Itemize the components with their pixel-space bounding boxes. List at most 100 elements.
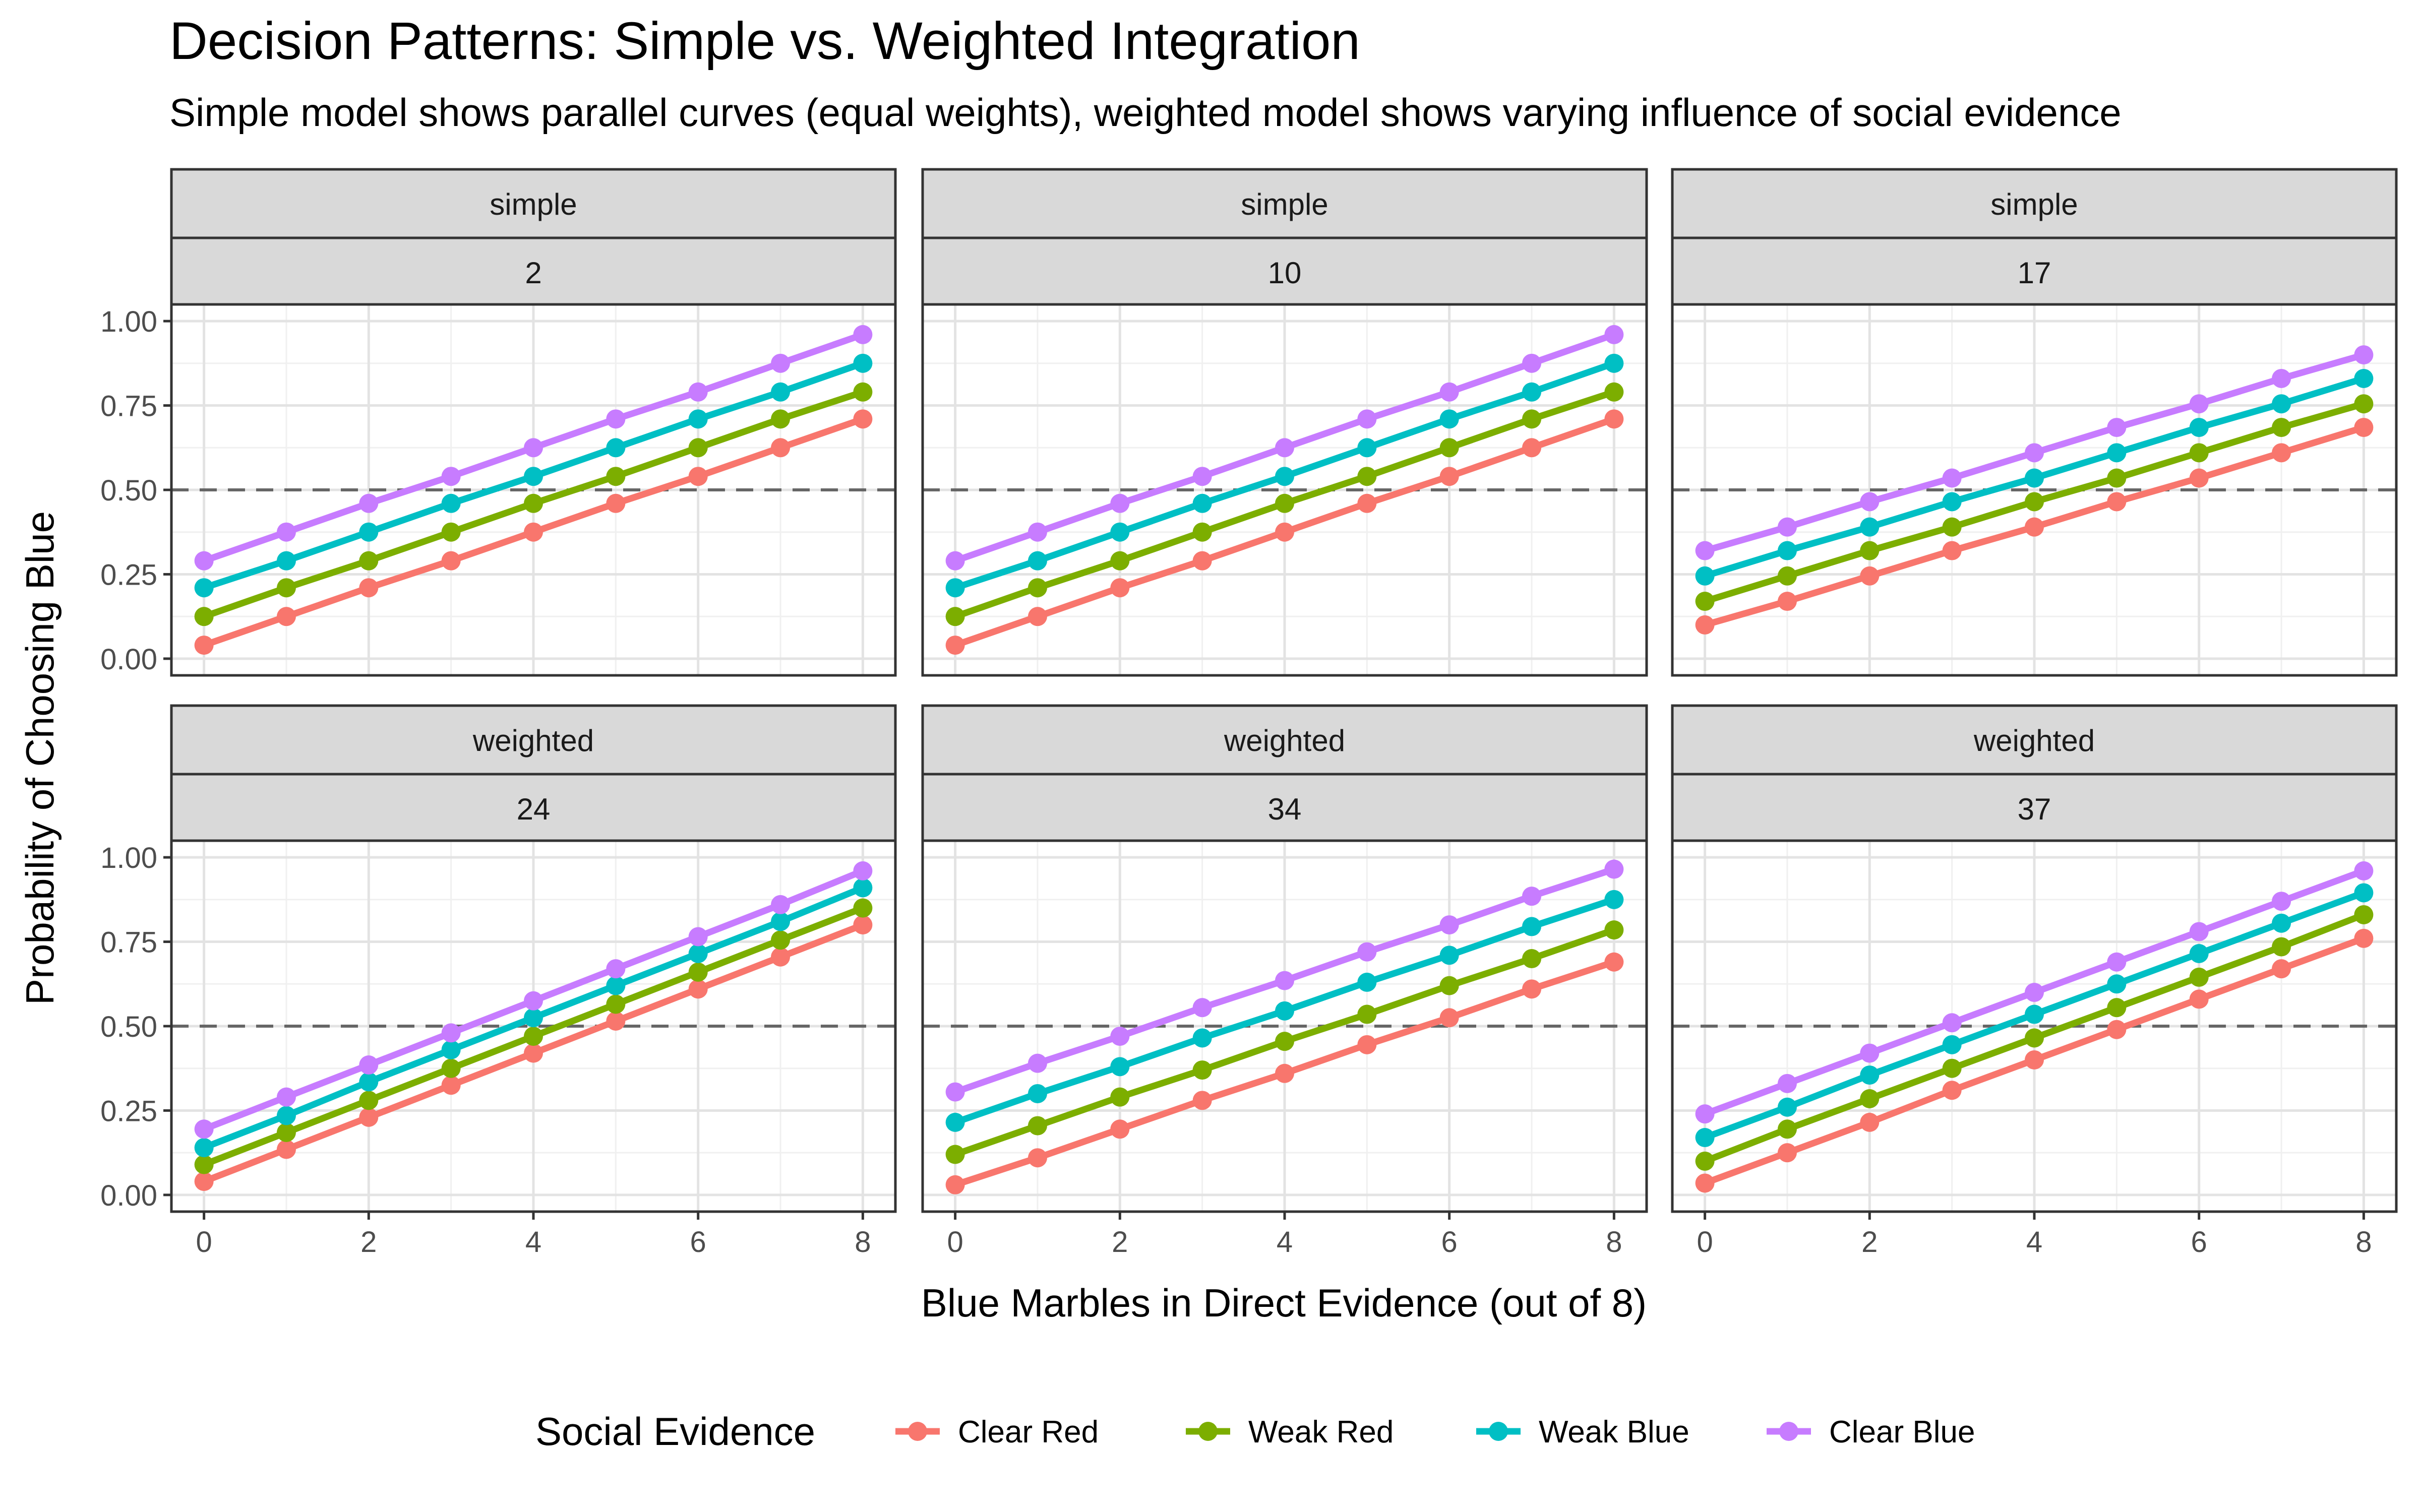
data-point-weak-blue bbox=[2107, 443, 2127, 463]
data-point-weak-red bbox=[194, 1155, 214, 1174]
data-point-weak-blue bbox=[771, 912, 791, 931]
data-point-weak-red bbox=[359, 551, 379, 571]
facet-strip-participant bbox=[921, 236, 1648, 308]
data-point-clear-red bbox=[1695, 1173, 1715, 1193]
x-tick-label: 6 bbox=[690, 1226, 706, 1258]
data-point-weak-blue bbox=[194, 1138, 214, 1158]
data-point-clear-red bbox=[1942, 1081, 1962, 1100]
data-point-clear-blue bbox=[1110, 1027, 1130, 1046]
facet-strip-participant bbox=[170, 236, 897, 308]
data-point-weak-blue bbox=[853, 878, 873, 898]
data-point-weak-red bbox=[1522, 409, 1542, 429]
y-tick-label: 0.75 bbox=[100, 926, 157, 959]
data-point-weak-red bbox=[945, 607, 965, 626]
data-point-weak-red bbox=[853, 382, 873, 402]
facet-strip-participant-label: 2 bbox=[525, 256, 541, 290]
data-point-clear-red bbox=[276, 1140, 296, 1159]
data-point-weak-red bbox=[1695, 1151, 1715, 1171]
data-point-clear-red bbox=[1192, 1091, 1212, 1110]
data-point-weak-red bbox=[2354, 394, 2374, 414]
data-point-clear-blue bbox=[1942, 468, 1962, 488]
data-point-clear-red bbox=[524, 522, 543, 542]
data-point-weak-blue bbox=[1110, 1057, 1130, 1077]
data-point-weak-red bbox=[1357, 467, 1377, 486]
data-point-clear-red bbox=[2272, 959, 2291, 979]
legend-label-weak-red: Weak Red bbox=[1248, 1415, 1394, 1450]
data-point-clear-blue bbox=[1604, 859, 1624, 879]
x-tick-label: 4 bbox=[2026, 1226, 2042, 1258]
data-point-clear-red bbox=[2025, 1050, 2044, 1069]
data-point-weak-blue bbox=[1439, 946, 1459, 965]
data-point-clear-blue bbox=[276, 1087, 296, 1107]
data-point-clear-blue bbox=[2272, 892, 2291, 911]
data-point-clear-red bbox=[1522, 979, 1542, 999]
data-point-weak-blue bbox=[1860, 517, 1880, 537]
data-point-weak-red bbox=[1027, 1116, 1047, 1136]
facet-strip-model bbox=[921, 704, 1648, 776]
data-point-clear-red bbox=[945, 636, 965, 655]
data-point-clear-blue bbox=[1027, 1053, 1047, 1073]
data-point-weak-blue bbox=[1522, 382, 1542, 402]
legend-label-clear-red: Clear Red bbox=[958, 1415, 1099, 1450]
chart-subtitle: Simple model shows parallel curves (equa… bbox=[169, 90, 2122, 135]
data-point-weak-blue bbox=[853, 353, 873, 373]
data-point-weak-red bbox=[2189, 443, 2209, 463]
data-point-clear-blue bbox=[688, 382, 708, 402]
data-point-clear-blue bbox=[2272, 368, 2291, 388]
data-point-clear-blue bbox=[441, 1023, 461, 1043]
data-point-clear-red bbox=[441, 1076, 461, 1095]
data-point-clear-blue bbox=[1777, 1074, 1797, 1093]
data-point-clear-blue bbox=[688, 927, 708, 947]
data-point-weak-red bbox=[2189, 967, 2209, 987]
data-point-weak-blue bbox=[1604, 890, 1624, 909]
data-point-weak-red bbox=[1275, 1032, 1294, 1051]
data-point-clear-blue bbox=[2354, 345, 2374, 365]
data-point-weak-red bbox=[1027, 578, 1047, 598]
data-point-clear-red bbox=[1604, 952, 1624, 972]
data-point-weak-blue bbox=[1695, 566, 1715, 586]
x-tick-label: 4 bbox=[1277, 1226, 1293, 1258]
data-point-weak-blue bbox=[1942, 492, 1962, 512]
x-axis-title: Blue Marbles in Direct Evidence (out of … bbox=[921, 1281, 1647, 1325]
data-point-weak-blue bbox=[688, 409, 708, 429]
data-point-clear-blue bbox=[1860, 1043, 1880, 1063]
data-point-clear-blue bbox=[2107, 418, 2127, 437]
data-point-clear-blue bbox=[945, 1082, 965, 1102]
data-point-weak-red bbox=[2272, 418, 2291, 437]
data-point-clear-blue bbox=[2025, 983, 2044, 1002]
data-point-clear-blue bbox=[606, 409, 626, 429]
data-point-clear-red bbox=[359, 1107, 379, 1127]
facet-strip-model bbox=[1671, 168, 2398, 239]
data-point-clear-red bbox=[1110, 578, 1130, 598]
facet-strip-participant-label: 10 bbox=[1268, 256, 1302, 290]
data-point-clear-blue bbox=[1439, 382, 1459, 402]
data-point-clear-red bbox=[1027, 607, 1047, 626]
data-point-weak-blue bbox=[2354, 883, 2374, 903]
data-point-weak-red bbox=[1942, 1058, 1962, 1078]
data-point-weak-blue bbox=[2025, 468, 2044, 488]
x-tick-label: 2 bbox=[360, 1226, 377, 1258]
data-point-clear-blue bbox=[1357, 942, 1377, 962]
facet-panel-weighted-34: weighted 34 0 2 4 6 8 bbox=[921, 704, 1648, 1258]
facet-panel-simple-2: simple 2 0.00 0.25 0.50 0.75 1.00 bbox=[100, 168, 897, 677]
facet-strip-model-label: simple bbox=[490, 187, 577, 221]
facet-strip-model-label: simple bbox=[1241, 187, 1328, 221]
data-point-weak-blue bbox=[1860, 1065, 1880, 1085]
facet-strip-participant-label: 17 bbox=[2018, 256, 2051, 290]
data-point-weak-red bbox=[945, 1145, 965, 1164]
data-point-weak-blue bbox=[771, 382, 791, 402]
y-tick-label: 1.00 bbox=[100, 305, 157, 338]
data-point-clear-red bbox=[1604, 409, 1624, 429]
y-tick-label: 0.75 bbox=[100, 390, 157, 423]
data-point-clear-red bbox=[2354, 418, 2374, 437]
data-point-clear-blue bbox=[1192, 467, 1212, 486]
data-point-clear-blue bbox=[853, 861, 873, 880]
data-point-weak-red bbox=[1777, 566, 1797, 586]
facet-strip-model bbox=[921, 168, 1648, 239]
data-point-clear-red bbox=[1860, 1112, 1880, 1132]
data-point-clear-red bbox=[853, 915, 873, 935]
data-point-clear-red bbox=[771, 438, 791, 458]
data-point-weak-red bbox=[441, 522, 461, 542]
data-point-clear-red bbox=[1777, 592, 1797, 611]
